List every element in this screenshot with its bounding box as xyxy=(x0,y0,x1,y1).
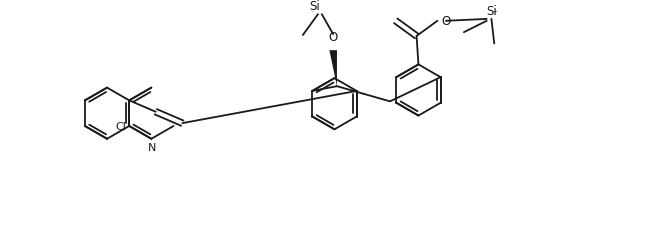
Text: Si: Si xyxy=(487,5,497,18)
Text: Si: Si xyxy=(309,0,320,13)
Text: O: O xyxy=(328,30,338,43)
Text: O: O xyxy=(441,15,450,28)
Text: N: N xyxy=(148,142,157,152)
Polygon shape xyxy=(330,51,337,87)
Text: Cl: Cl xyxy=(116,122,126,131)
